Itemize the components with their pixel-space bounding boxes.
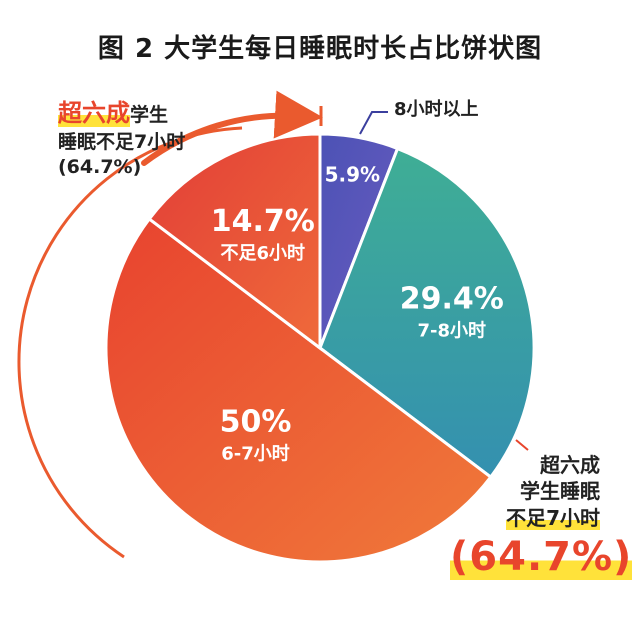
- slice-7-8h-value-label: 29.4%: [400, 282, 504, 317]
- leader-line-right-callout: [515, 439, 529, 451]
- chart-title: 图 2 大学生每日睡眠时长占比饼状图: [97, 34, 543, 64]
- callout-left-highlight: 超六成: [58, 99, 130, 127]
- callout-right-line1: 超六成: [540, 453, 600, 477]
- label-over-8h: 8小时以上: [394, 98, 479, 122]
- slice-over-8h-value-label: 5.9%: [325, 163, 380, 187]
- label-over-8h-text: 8小时以上: [394, 99, 479, 120]
- highlight-arc-arrow: [141, 90, 323, 166]
- pie-slices: [104, 132, 536, 564]
- slice-6-7h-value-label: 50%: [220, 404, 292, 439]
- callout-right: 超六成 学生睡眠 不足7小时 (64.7%): [450, 452, 633, 584]
- callout-right-line2: 学生睡眠: [520, 479, 600, 504]
- leader-line-8h: [359, 111, 388, 135]
- pie-slice-labels: 5.9% 29.4% 7-8小时 50% 6-7小时 14.7% 不足6小时: [211, 163, 504, 465]
- slice-7-8h-category-label: 7-8小时: [418, 321, 487, 342]
- callout-left-line2: 睡眠不足7小时: [58, 130, 186, 153]
- slice-under-6h-category-label: 不足6小时: [221, 243, 306, 264]
- callout-left-line3: (64.7%): [58, 155, 142, 178]
- callout-right-line3: 不足7小时: [506, 505, 600, 530]
- slice-7-8h: [318, 146, 536, 480]
- slice-6-7h-category-label: 6-7小时: [221, 443, 290, 464]
- callout-left-rest: 学生: [130, 104, 169, 126]
- highlight-arc-left: [17, 126, 243, 559]
- callout-left: 超六成学生 睡眠不足7小时 (64.7%): [58, 98, 185, 180]
- slice-6-7h: [104, 216, 493, 564]
- callout-right-line4: (64.7%): [450, 534, 633, 581]
- slice-under-6h-value-label: 14.7%: [211, 204, 315, 239]
